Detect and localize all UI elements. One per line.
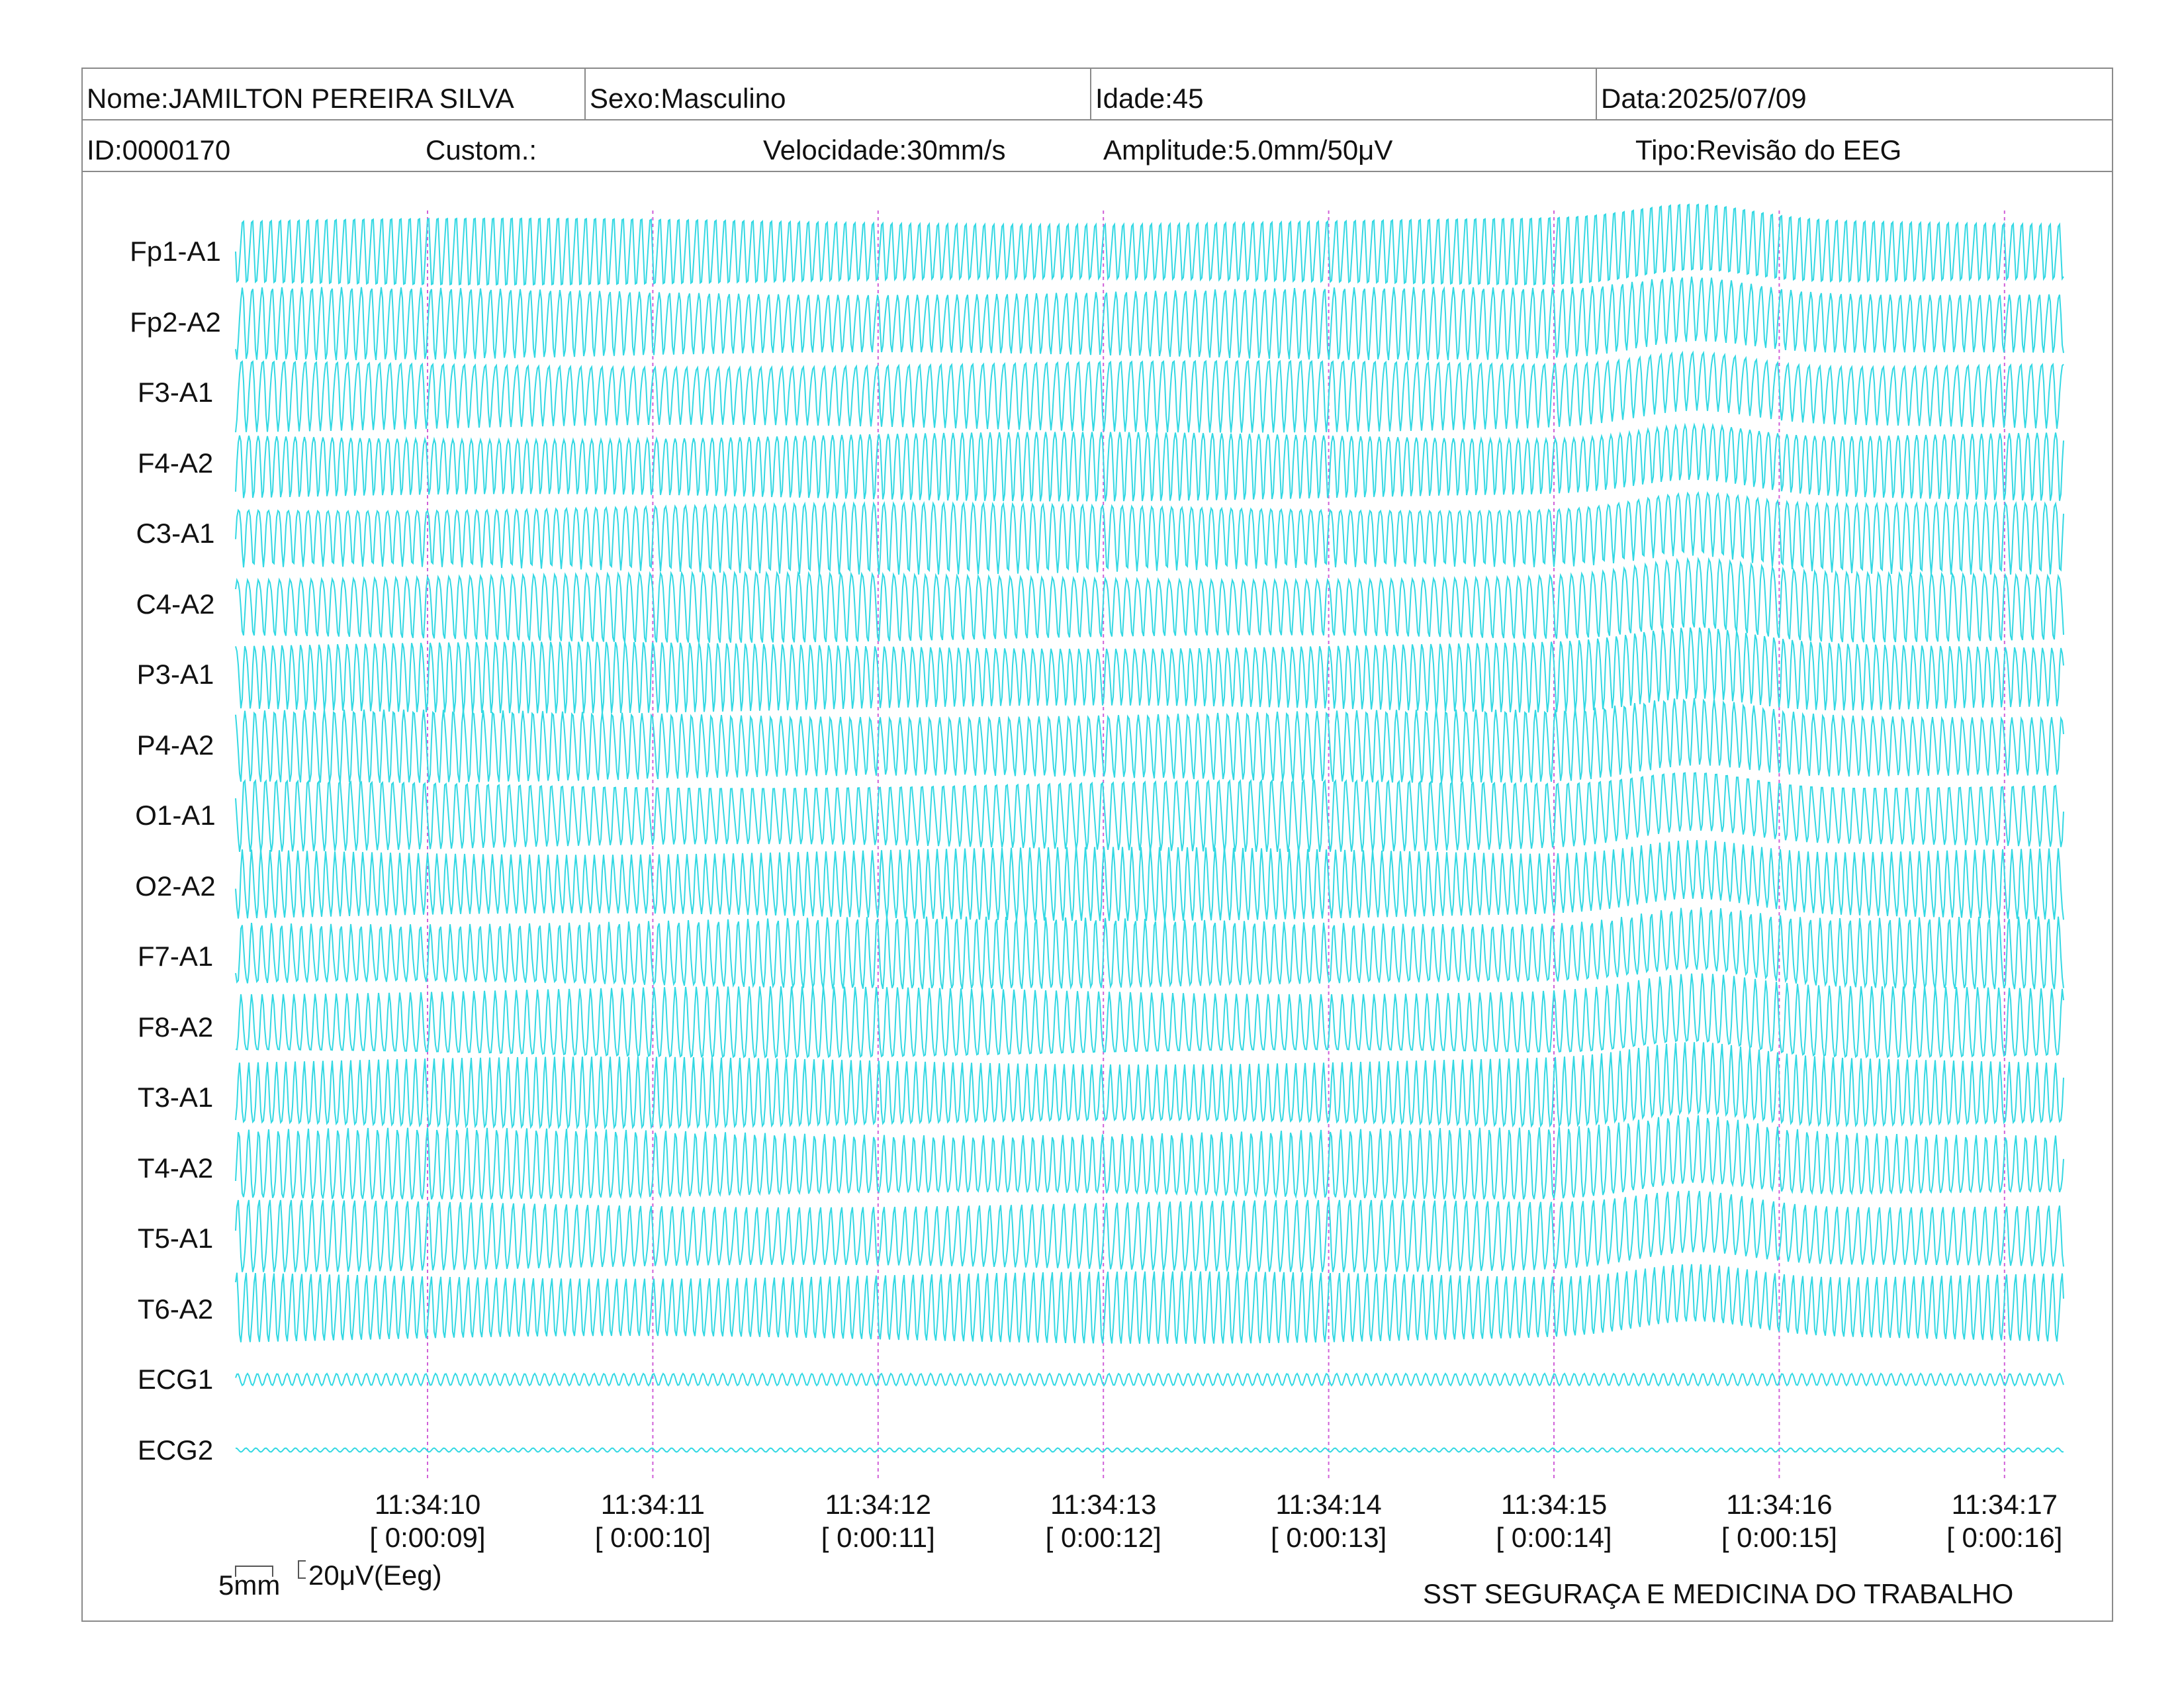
channel-label: Fp2-A2	[126, 308, 225, 336]
channel-label: T5-A1	[126, 1225, 225, 1252]
trace-f3-a1	[236, 353, 2064, 433]
channel-label: F8-A2	[126, 1013, 225, 1041]
channel-label: F4-A2	[126, 449, 225, 477]
channel-label: C3-A1	[126, 520, 225, 547]
time-clock-label: 11:34:16	[1700, 1488, 1858, 1521]
time-elapsed-label: [ 0:00:14]	[1475, 1521, 1633, 1554]
channel-label: T3-A1	[126, 1084, 225, 1111]
time-elapsed-label: [ 0:00:16]	[1925, 1521, 2084, 1554]
channel-label: O2-A2	[126, 872, 225, 900]
time-elapsed-label: [ 0:00:10]	[573, 1521, 732, 1554]
channel-label: ECG2	[126, 1436, 225, 1464]
channel-label: T6-A2	[126, 1295, 225, 1323]
trace-ecg1	[236, 1374, 2064, 1385]
channel-label: C4-A2	[126, 590, 225, 618]
company-name: SST SEGURAÇA E MEDICINA DO TRABALHO	[1423, 1579, 2013, 1609]
time-elapsed-label: [ 0:00:12]	[1024, 1521, 1183, 1554]
eeg-traces	[236, 205, 2064, 1452]
trace-c3-a1	[236, 493, 2064, 575]
trace-fp2-a2	[236, 277, 2064, 360]
time-clock-label: 11:34:14	[1250, 1488, 1408, 1521]
time-clock-label: 11:34:15	[1475, 1488, 1633, 1521]
trace-p3-a1	[236, 628, 2064, 714]
trace-o2-a2	[236, 840, 2064, 921]
channel-label: F3-A1	[126, 379, 225, 406]
trace-t6-a2	[236, 1264, 2064, 1344]
time-elapsed-label: [ 0:00:11]	[799, 1521, 958, 1554]
time-elapsed-label: [ 0:00:09]	[348, 1521, 507, 1554]
channel-label: P3-A1	[126, 661, 225, 688]
trace-f4-a2	[236, 425, 2064, 501]
trace-t5-a1	[236, 1191, 2064, 1272]
scale-vertical-label: 20μV(Eeg)	[308, 1560, 442, 1591]
trace-c4-a2	[236, 559, 2064, 643]
time-elapsed-label: [ 0:00:13]	[1250, 1521, 1408, 1554]
scale-horizontal-label: 5mm	[218, 1570, 280, 1601]
channel-label: F7-A1	[126, 943, 225, 970]
channel-label: O1-A1	[126, 802, 225, 829]
time-clock-label: 11:34:12	[799, 1488, 958, 1521]
channel-label: Fp1-A1	[126, 238, 225, 265]
channel-label: ECG1	[126, 1366, 225, 1393]
trace-ecg2	[236, 1448, 2064, 1452]
trace-t4-a2	[236, 1115, 2064, 1199]
channel-label: P4-A2	[126, 731, 225, 759]
time-clock-label: 11:34:10	[348, 1488, 507, 1521]
trace-f8-a2	[236, 974, 2064, 1057]
trace-t3-a1	[236, 1042, 2064, 1127]
trace-f7-a1	[236, 908, 2064, 990]
time-clock-label: 11:34:11	[573, 1488, 732, 1521]
trace-o1-a1	[236, 773, 2064, 852]
trace-fp1-a1	[236, 205, 2064, 285]
time-clock-label: 11:34:13	[1024, 1488, 1183, 1521]
channel-label: T4-A2	[126, 1154, 225, 1182]
time-clock-label: 11:34:17	[1925, 1488, 2084, 1521]
time-elapsed-label: [ 0:00:15]	[1700, 1521, 1858, 1554]
